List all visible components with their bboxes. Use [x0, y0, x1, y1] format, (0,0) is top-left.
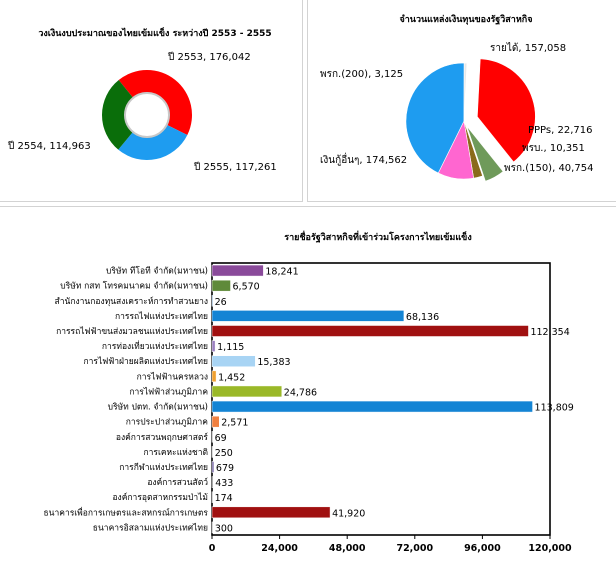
enterprise-bar-panel: รายชื่อรัฐวิสาหกิจที่เข้าร่วมโครงการไทยเ…: [0, 206, 616, 561]
pie-slice-label: เงินกู้อื่นๆ, 174,562: [320, 152, 407, 166]
bar: [211, 370, 217, 383]
value-label: 69: [215, 433, 227, 444]
x-tick-label: 48,000: [329, 543, 366, 554]
category-label: บริษัท ทีโอที จำกัด(มหาชน): [106, 266, 208, 277]
pie-slice-label: พรบ., 10,351: [522, 143, 585, 154]
donut-slice: [118, 124, 188, 161]
bar: [211, 431, 213, 443]
category-label: การรถไฟแห่งประเทศไทย: [115, 311, 208, 322]
category-label: องค์การสวนพฤกษศาสตร์: [116, 432, 209, 443]
pie-title: จำนวนแหล่งเงินทุนของรัฐวิสาหกิจ: [399, 14, 532, 25]
bar: [211, 491, 213, 503]
bar: [211, 461, 215, 473]
bar: [211, 385, 283, 398]
bar: [211, 400, 533, 413]
value-label: 433: [215, 478, 233, 489]
value-label: 18,241: [265, 267, 298, 278]
bar: [211, 506, 331, 519]
value-label: 1,452: [218, 372, 245, 383]
pie-slice: [477, 58, 536, 163]
value-label: 112,354: [530, 327, 569, 338]
plot-frame: [211, 262, 551, 536]
pie-slice-label: รายได้, 157,058: [490, 42, 566, 54]
bar: [211, 295, 213, 307]
value-label: 6,570: [233, 282, 260, 293]
category-label: การท่องเที่ยวแห่งประเทศไทย: [102, 340, 208, 352]
donut-slice-label: ปี 2554, 114,963: [7, 140, 90, 152]
value-label: 2,571: [221, 418, 248, 429]
donut-title: วงเงินงบประมาณของไทยเข้มแข็ง ระหว่างปี 2…: [38, 26, 271, 39]
bar: [211, 521, 214, 534]
category-label: การรถไฟฟ้าขนส่งมวลชนแห่งประเทศไทย: [56, 326, 208, 337]
value-label: 26: [215, 297, 227, 308]
category-label: บริษัท ปตท. จำกัด(มหาชน): [108, 403, 208, 413]
value-label: 113,809: [535, 403, 574, 414]
donut-slice-label: ปี 2555, 117,261: [193, 161, 276, 173]
value-label: 679: [216, 463, 234, 474]
bar: [211, 264, 264, 277]
x-tick-label: 96,000: [464, 543, 501, 554]
category-label: ธนาคารอิสลามแห่งประเทศไทย: [93, 522, 208, 533]
category-label: การไฟฟ้านครหลวง: [137, 371, 208, 382]
category-label: สำนักงานกองทุนสงเคราะห์การทำสวนยาง: [55, 296, 208, 307]
category-label: ธนาคารเพื่อการเกษตรและสหกรณ์การเกษตร: [43, 506, 208, 518]
pie-slice-label: PPPs, 22,716: [528, 125, 592, 136]
value-label: 24,786: [284, 387, 317, 398]
x-tick-label: 0: [209, 543, 216, 554]
bar-title: รายชื่อรัฐวิสาหกิจที่เข้าร่วมโครงการไทยเ…: [284, 230, 471, 243]
donut-slice-label: ปี 2553, 176,042: [167, 51, 250, 63]
x-tick-label: 72,000: [396, 543, 433, 554]
value-label: 250: [215, 448, 233, 459]
bar: [211, 355, 256, 367]
x-tick-label: 24,000: [261, 543, 298, 554]
bar: [211, 446, 213, 458]
pie-slice-label: พรก.(200), 3,125: [320, 69, 403, 80]
category-label: การไฟฟ้าส่วนภูมิภาค: [129, 386, 208, 397]
bar: [211, 340, 216, 352]
bar: [211, 325, 529, 337]
category-label: บริษัท กสท โทรคมนาคม จำกัด(มหาชน): [60, 281, 208, 292]
donut-hole: [124, 92, 170, 138]
category-label: การประปาส่วนภูมิภาค: [126, 418, 208, 428]
value-label: 1,115: [217, 342, 244, 353]
category-label: การเคหะแห่งชาติ: [143, 448, 208, 458]
funding-pie-panel: จำนวนแหล่งเงินทุนของรัฐวิสาหกิจรายได้, 1…: [307, 0, 616, 202]
bar: [211, 310, 405, 322]
budget-donut-panel: วงเงินงบประมาณของไทยเข้มแข็ง ระหว่างปี 2…: [0, 0, 303, 202]
enterprise-bar-chart: รายชื่อรัฐวิสาหกิจที่เข้าร่วมโครงการไทยเ…: [43, 230, 574, 554]
category-label: การไฟฟ้าฝ่ายผลิตแห่งประเทศไทย: [83, 356, 208, 367]
bar: [211, 279, 231, 292]
value-label: 300: [215, 523, 233, 534]
value-label: 15,383: [257, 357, 290, 368]
budget-donut-chart: วงเงินงบประมาณของไทยเข้มแข็ง ระหว่างปี 2…: [7, 26, 276, 173]
pie-slice-label: พรก.(150), 40,754: [504, 163, 593, 174]
donut-slice: [101, 79, 134, 150]
pie-slice: [466, 126, 504, 182]
pie-slice: [405, 62, 465, 174]
pie-slice: [463, 62, 468, 122]
x-tick-label: 120,000: [528, 543, 572, 554]
category-label: องค์การสวนสัตว์: [147, 477, 208, 488]
category-label: การกีฬาแห่งประเทศไทย: [119, 462, 208, 473]
donut-slice: [118, 69, 193, 135]
value-label: 41,920: [332, 508, 365, 519]
value-label: 174: [215, 493, 233, 504]
value-label: 68,136: [406, 312, 439, 323]
bar: [211, 476, 214, 488]
bar: [211, 415, 220, 428]
category-label: องค์การอุตสาหกรรมป่าไม้: [112, 492, 208, 503]
